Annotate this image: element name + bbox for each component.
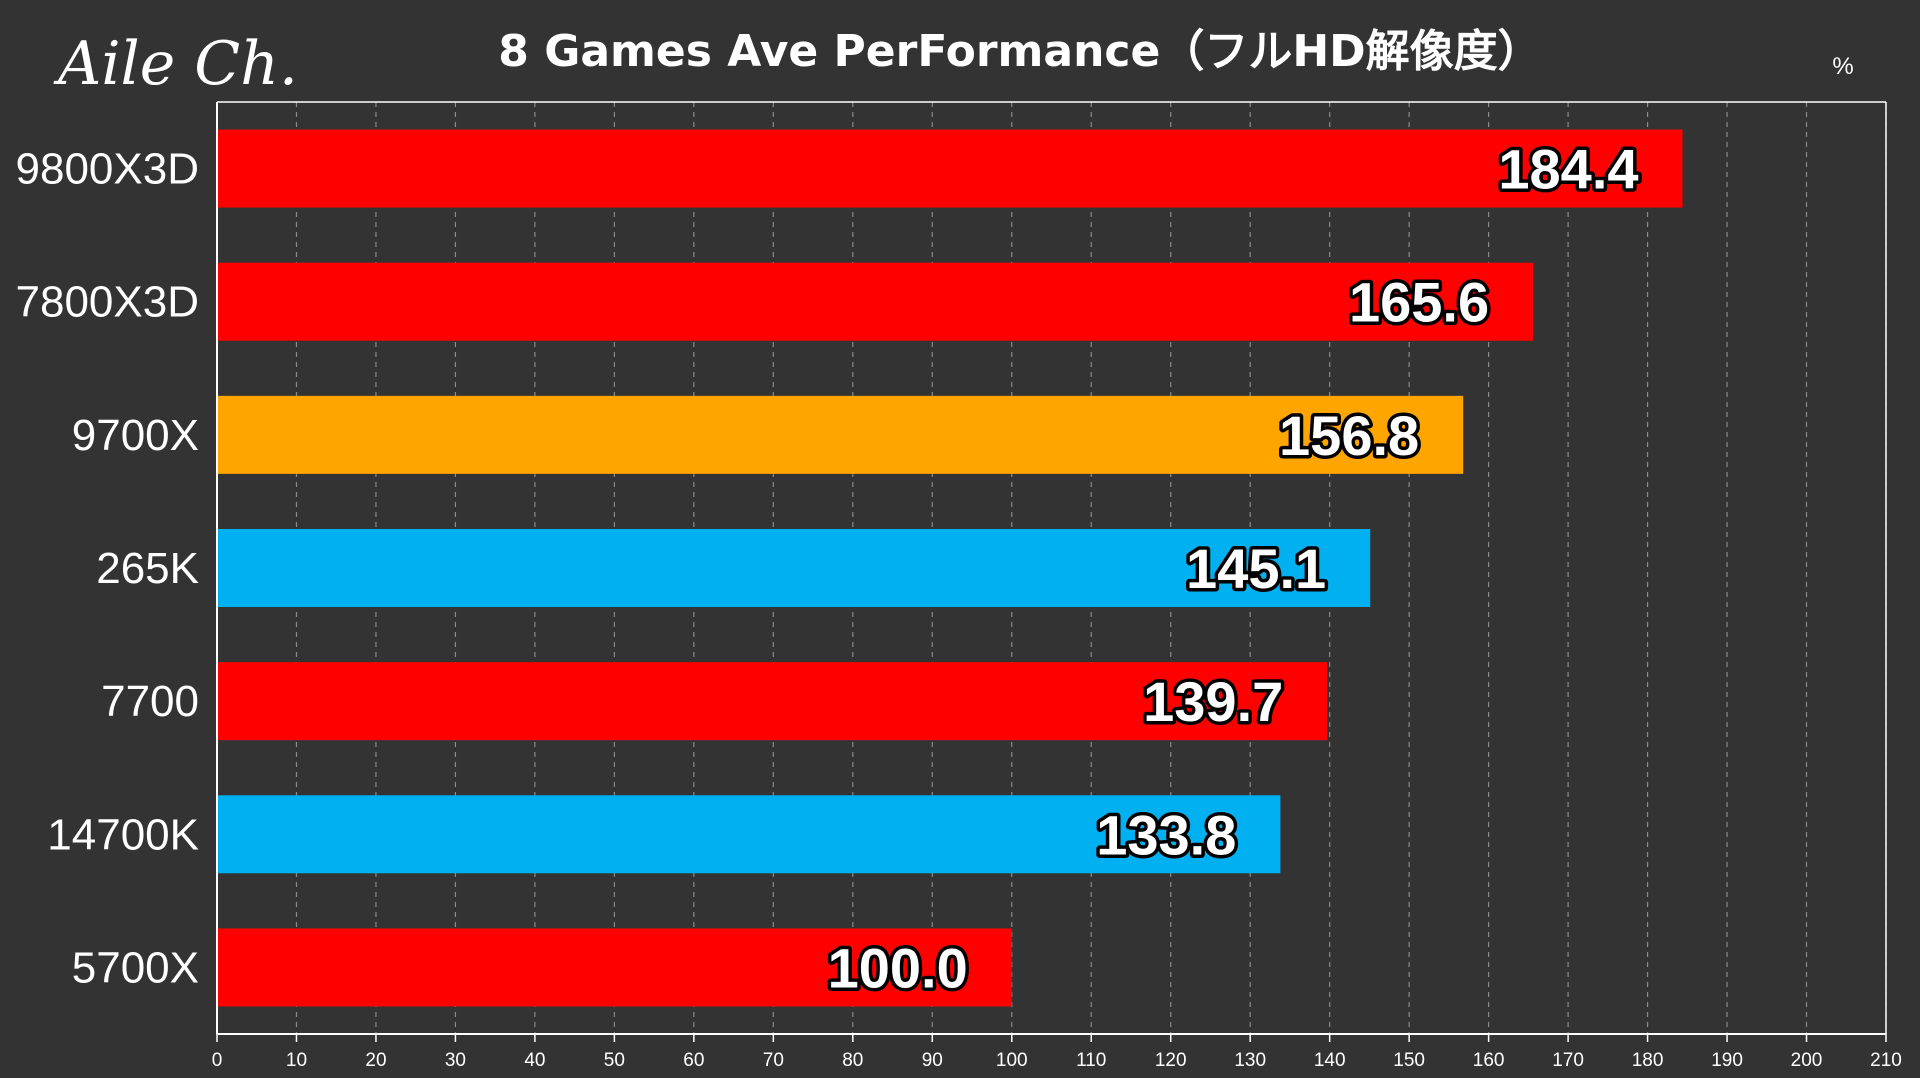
bar [217,129,1683,208]
x-tick-label: 150 [1393,1050,1425,1071]
bar [217,662,1328,741]
x-tick-label: 50 [604,1050,625,1071]
bar [217,529,1371,607]
category-label: 5700X [72,943,199,992]
x-tick-label: 90 [922,1050,943,1071]
x-tick-label: 100 [996,1050,1028,1071]
channel-logo: Aile Ch. [53,29,298,99]
bar [217,928,1012,1007]
bar-value-label: 133.8 [1096,803,1236,866]
chart-title: 8 Games Ave PerFormance（フルHD解像度） [498,26,1541,77]
x-tick-label: 190 [1711,1050,1743,1071]
bar-value-label: 145.1 [1186,537,1326,600]
category-label: 7700 [101,677,199,726]
x-tick-label: 10 [286,1050,307,1071]
category-label: 9700X [72,411,199,460]
x-tick-label: 130 [1234,1050,1266,1071]
bar-value-label: 100.0 [828,936,968,999]
x-tick-label: 180 [1632,1050,1664,1071]
x-tick-label: 210 [1870,1050,1902,1071]
x-tick-label: 170 [1552,1050,1584,1071]
bar [217,262,1534,341]
x-tick-label: 120 [1155,1050,1187,1071]
bar-value-label: 156.8 [1279,404,1419,467]
x-tick-label: 40 [524,1050,545,1071]
x-tick-label: 80 [842,1050,863,1071]
x-tick-label: 60 [683,1050,704,1071]
category-label: 14700K [47,810,199,859]
x-tick-label: 20 [365,1050,386,1071]
x-tick-label: 160 [1473,1050,1505,1071]
x-tick-label: 110 [1076,1050,1106,1071]
bar [217,395,1464,474]
x-tick-label: 70 [763,1050,784,1071]
bar-value-label: 165.6 [1349,271,1489,334]
value-labels: 184.4 165.6 156.8 145.1 139.7 133.8 100.0 [824,134,1642,1003]
category-labels: 9800X3D 7800X3D 9700X 265K 7700 14700K 5700X [16,145,199,993]
category-label: 9800X3D [16,145,199,194]
bars [217,129,1683,1007]
x-tick-labels: 0 10 20 30 40 50 60 70 80 90 100 110 120 130 140 150 160… [212,1050,1902,1071]
bar [217,795,1281,874]
bar-value-label: 184.4 [1498,138,1638,201]
x-tick-label: 0 [212,1050,223,1071]
bar-value-label: 139.7 [1143,670,1283,733]
axes [216,101,1887,1042]
x-tick-label: 140 [1314,1050,1346,1071]
category-label: 7800X3D [16,278,199,327]
x-tick-label: 200 [1791,1050,1823,1071]
category-label: 265K [96,544,199,593]
x-tick-label: 30 [445,1050,466,1071]
unit-label: % [1832,53,1853,80]
